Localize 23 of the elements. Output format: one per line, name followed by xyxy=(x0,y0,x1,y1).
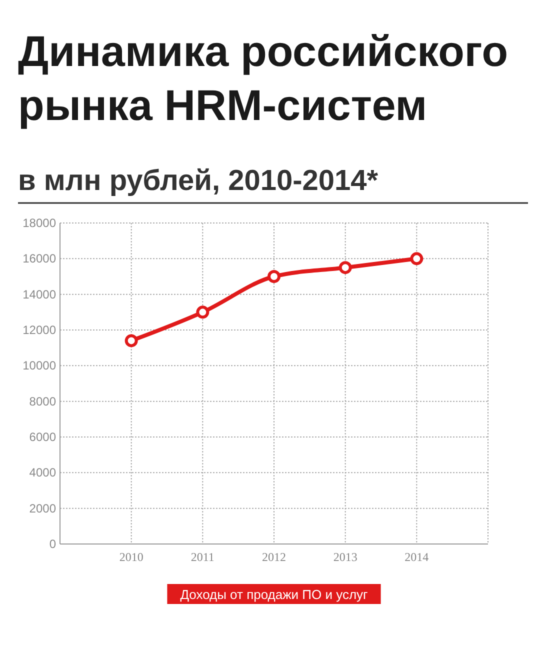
x-tick-label: 2012 xyxy=(262,550,286,564)
y-tick-label: 2000 xyxy=(29,501,56,516)
point xyxy=(410,252,424,266)
y-tick-label: 14000 xyxy=(22,287,56,302)
x-tick-label: 2010 xyxy=(119,550,144,564)
point xyxy=(268,270,280,283)
y-tick-label: 4000 xyxy=(29,466,56,480)
y-tick-label: 10000 xyxy=(22,358,56,373)
y-tick-label: 8000 xyxy=(29,394,56,408)
chart-title: Динамика российского рынка HRM-систем xyxy=(18,28,508,130)
y-tick-label: 12000 xyxy=(22,323,56,337)
text: Доходы от продажи ПО и услуг xyxy=(180,587,368,602)
x-tick-label: 2013 xyxy=(333,550,358,564)
y-tick-label: 6000 xyxy=(29,430,56,444)
x-tick-label: 2011 xyxy=(190,550,214,564)
point xyxy=(124,334,138,348)
y-tick-label: 16000 xyxy=(22,252,56,266)
chart-subtitle: в млн рублей, 2010-2014* xyxy=(18,165,379,197)
y-tick-label: 0 xyxy=(49,537,56,551)
point xyxy=(338,261,352,274)
y-tick-label: 18000 xyxy=(22,216,56,230)
x-tick-label: 2014 xyxy=(404,550,429,564)
point xyxy=(196,306,210,319)
